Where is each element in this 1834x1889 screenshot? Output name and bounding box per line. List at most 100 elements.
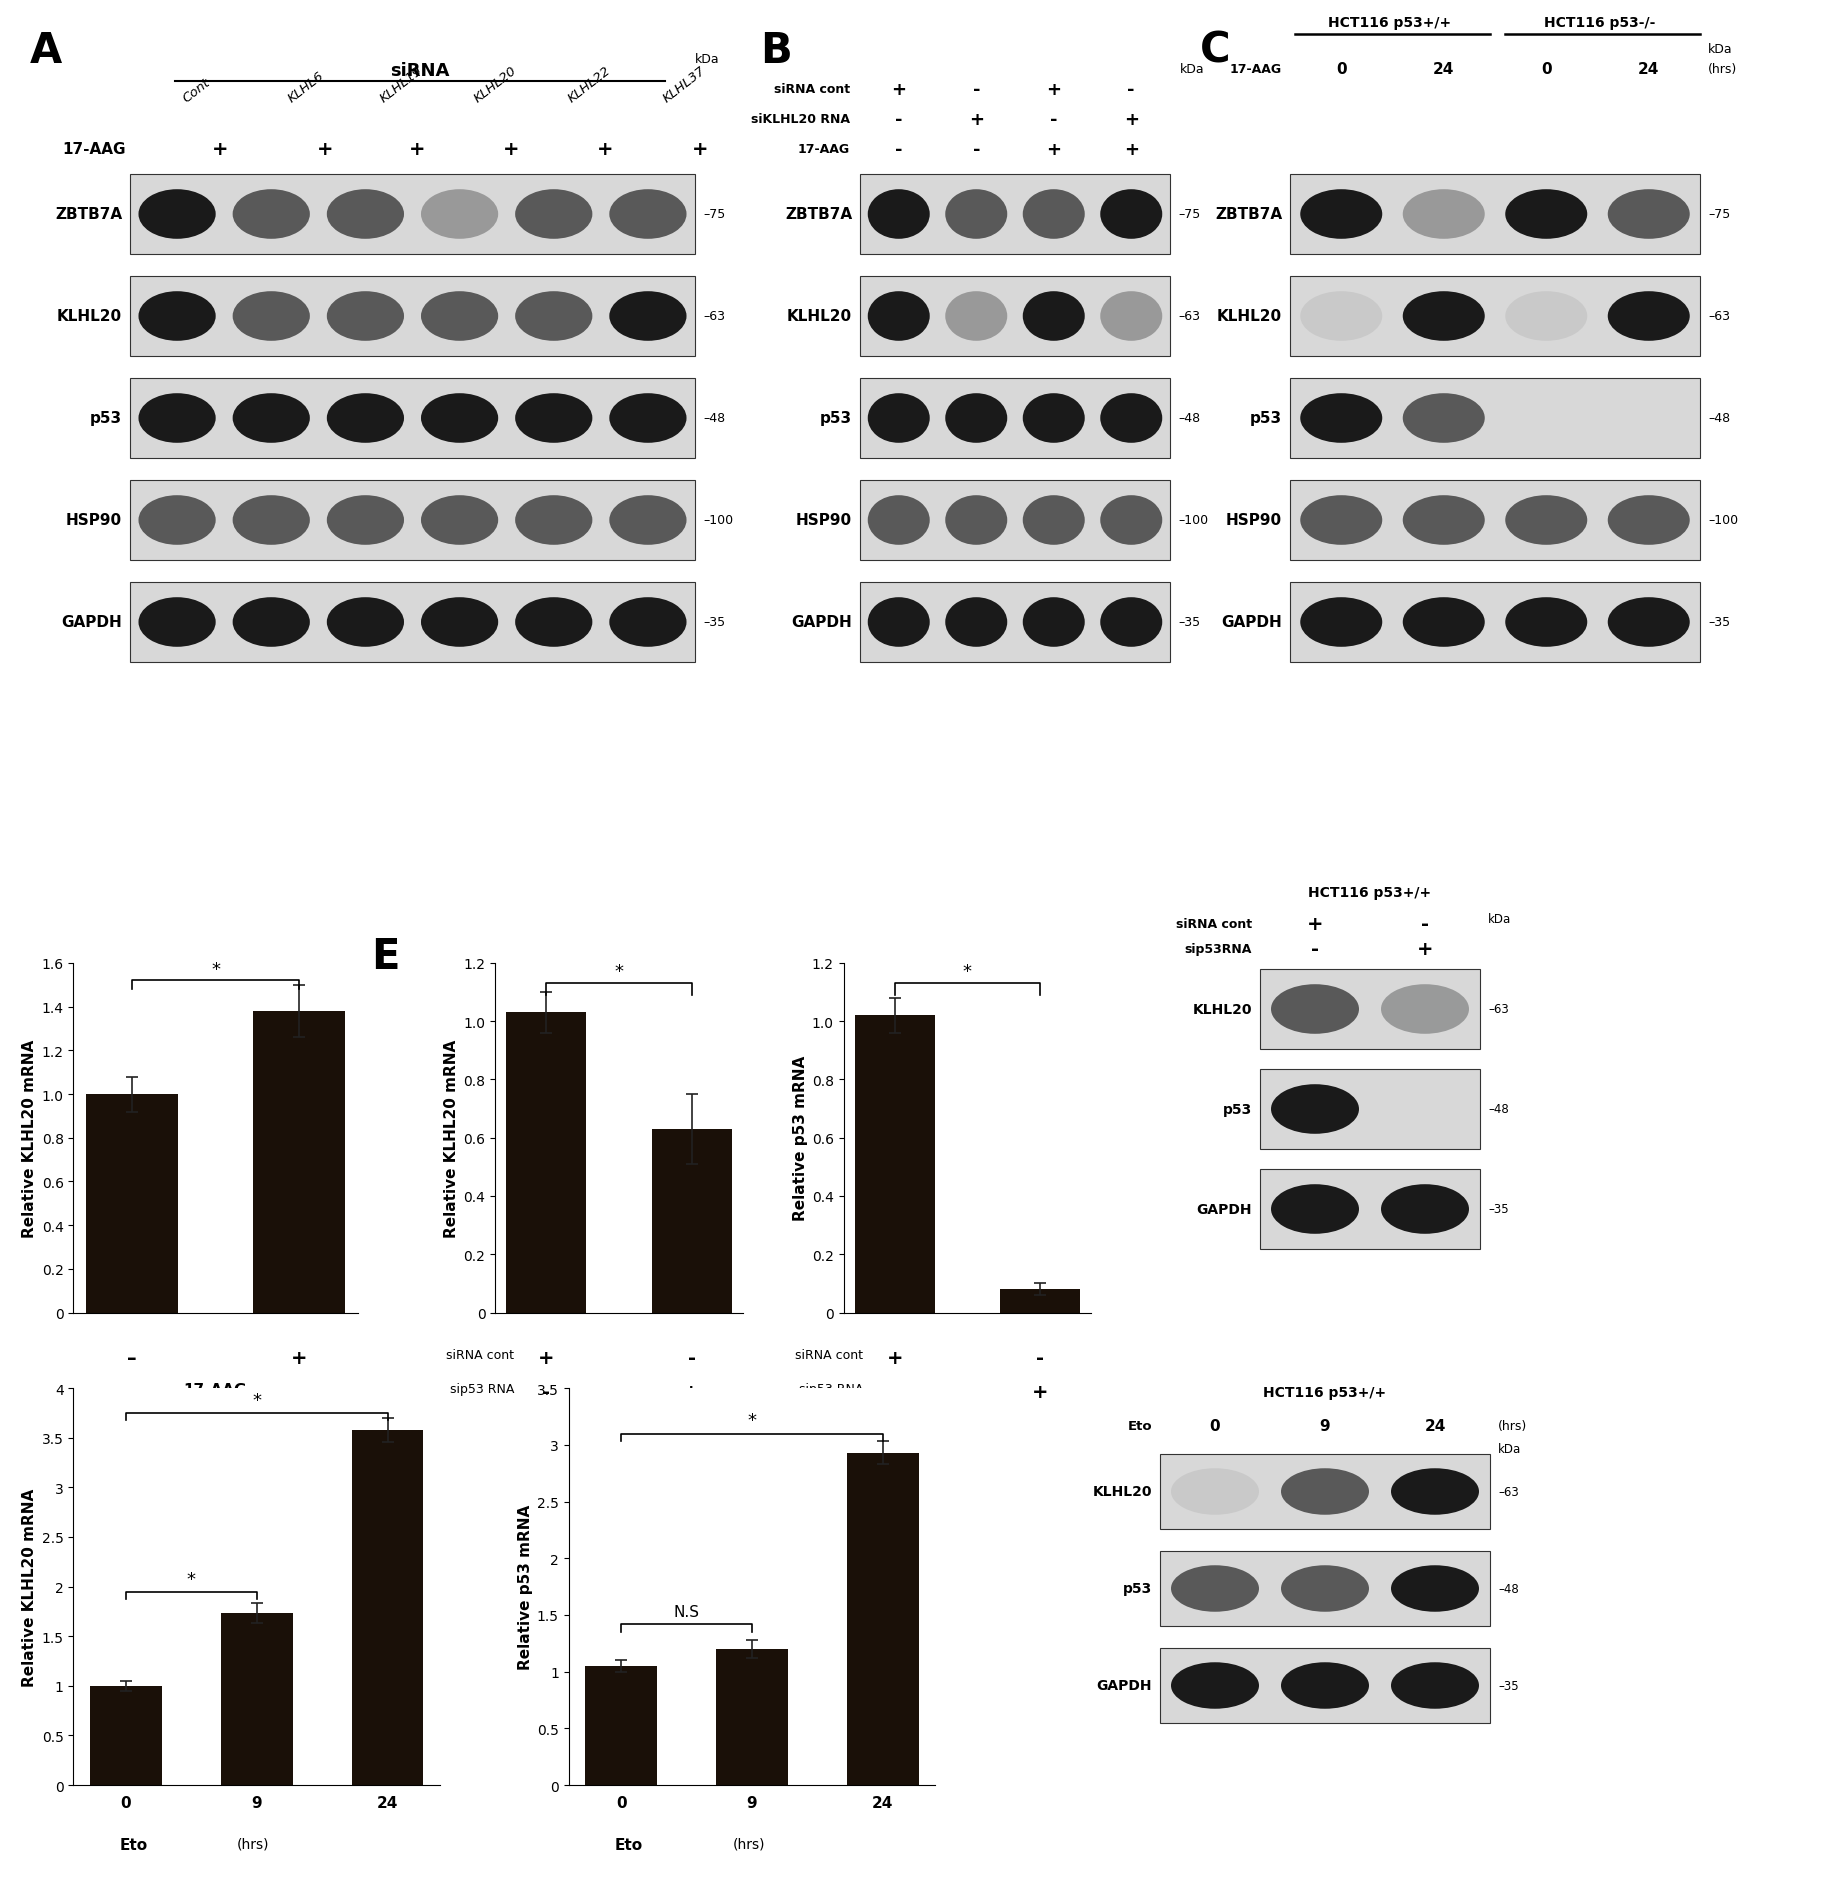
Bar: [1260, 969, 1480, 1050]
Text: KLHL20: KLHL20: [1218, 310, 1282, 325]
Text: +: +: [409, 140, 425, 159]
Text: KLHL20: KLHL20: [471, 64, 519, 106]
Ellipse shape: [326, 395, 403, 444]
Bar: [1289, 176, 1700, 255]
Text: KLHL20: KLHL20: [57, 310, 123, 325]
Text: HCT116 p53+/+: HCT116 p53+/+: [1264, 1385, 1387, 1400]
Bar: [1289, 380, 1700, 459]
Text: p53: p53: [90, 412, 123, 427]
Ellipse shape: [326, 293, 403, 342]
Ellipse shape: [515, 599, 592, 648]
Text: +: +: [1124, 111, 1139, 128]
Ellipse shape: [1280, 1468, 1368, 1515]
Bar: [860, 278, 1170, 357]
Bar: [1289, 278, 1700, 357]
Ellipse shape: [1506, 497, 1586, 546]
Text: sip53 RNA: sip53 RNA: [798, 1383, 862, 1396]
Text: +: +: [1416, 941, 1432, 960]
Text: +: +: [886, 1349, 902, 1368]
Text: p53: p53: [820, 412, 853, 427]
Text: GAPDH: GAPDH: [1097, 1679, 1152, 1693]
Bar: [130, 176, 695, 255]
Y-axis label: Relative p53 mRNA: Relative p53 mRNA: [517, 1504, 532, 1670]
Text: HCT116 p53-/-: HCT116 p53-/-: [1544, 15, 1656, 30]
Text: –100: –100: [1177, 514, 1209, 527]
Ellipse shape: [1300, 191, 1383, 240]
Ellipse shape: [233, 293, 310, 342]
Ellipse shape: [1170, 1468, 1258, 1515]
Text: -: -: [895, 142, 902, 159]
Ellipse shape: [1608, 293, 1689, 342]
Bar: [860, 380, 1170, 459]
Text: Eto: Eto: [1128, 1421, 1152, 1432]
Ellipse shape: [1280, 1566, 1368, 1611]
Text: –48: –48: [1707, 412, 1729, 425]
Text: kDa: kDa: [695, 53, 719, 66]
Text: siRNA cont: siRNA cont: [1176, 918, 1253, 931]
Ellipse shape: [515, 191, 592, 240]
Text: –48: –48: [1498, 1583, 1519, 1594]
Bar: [130, 380, 695, 459]
Text: GAPDH: GAPDH: [1196, 1203, 1253, 1217]
Ellipse shape: [422, 293, 499, 342]
Text: KLHL20: KLHL20: [787, 310, 853, 325]
Text: HSP90: HSP90: [1225, 514, 1282, 529]
Text: kDa: kDa: [1179, 64, 1205, 76]
Ellipse shape: [867, 395, 930, 444]
Ellipse shape: [1403, 191, 1486, 240]
Text: +: +: [317, 140, 334, 159]
Text: -: -: [688, 1349, 695, 1368]
Text: –35: –35: [1177, 616, 1199, 629]
Text: GAPDH: GAPDH: [790, 616, 853, 631]
Text: -: -: [543, 1383, 550, 1402]
Ellipse shape: [1608, 497, 1689, 546]
Text: –35: –35: [702, 616, 724, 629]
Ellipse shape: [139, 497, 216, 546]
Bar: [1159, 1551, 1489, 1626]
Text: -: -: [972, 142, 979, 159]
Ellipse shape: [422, 599, 499, 648]
Text: +: +: [503, 140, 519, 159]
Text: +: +: [537, 1349, 554, 1368]
Text: GAPDH: GAPDH: [1221, 616, 1282, 631]
Text: -: -: [1128, 81, 1135, 98]
Text: p53: p53: [1223, 1103, 1253, 1116]
Bar: [220, 1613, 293, 1785]
Text: kDa: kDa: [1487, 912, 1511, 926]
Ellipse shape: [945, 599, 1007, 648]
Bar: [130, 582, 695, 663]
Ellipse shape: [1271, 1084, 1359, 1133]
Text: –48: –48: [1177, 412, 1199, 425]
Ellipse shape: [233, 497, 310, 546]
Y-axis label: Relative KLHL20 mRNA: Relative KLHL20 mRNA: [22, 1489, 37, 1685]
Text: HCT116 p53+/+: HCT116 p53+/+: [1328, 15, 1451, 30]
Text: Eto: Eto: [119, 1836, 147, 1851]
Ellipse shape: [609, 497, 686, 546]
Bar: [86, 1094, 178, 1313]
Bar: [651, 1130, 732, 1313]
Ellipse shape: [139, 293, 216, 342]
Text: –35: –35: [1707, 616, 1729, 629]
Text: –35: –35: [1487, 1203, 1509, 1217]
Text: *: *: [187, 1570, 196, 1589]
Text: 0: 0: [1541, 62, 1552, 77]
Bar: [352, 1430, 424, 1785]
Ellipse shape: [1023, 395, 1084, 444]
Text: –75: –75: [1177, 208, 1199, 221]
Text: 9: 9: [1320, 1419, 1330, 1434]
Bar: [1159, 1647, 1489, 1723]
Text: +: +: [211, 140, 227, 159]
Bar: [585, 1666, 657, 1785]
Ellipse shape: [515, 293, 592, 342]
Text: –63: –63: [1707, 310, 1729, 323]
Text: –75: –75: [1707, 208, 1729, 221]
Ellipse shape: [867, 191, 930, 240]
Y-axis label: Relative p53 mRNA: Relative p53 mRNA: [792, 1056, 807, 1220]
Ellipse shape: [1100, 293, 1163, 342]
Ellipse shape: [867, 497, 930, 546]
Text: *: *: [253, 1392, 260, 1409]
Text: *: *: [963, 963, 972, 980]
Text: (hrs): (hrs): [1498, 1421, 1528, 1432]
Text: 24: 24: [1638, 62, 1660, 77]
Text: *: *: [614, 963, 624, 980]
